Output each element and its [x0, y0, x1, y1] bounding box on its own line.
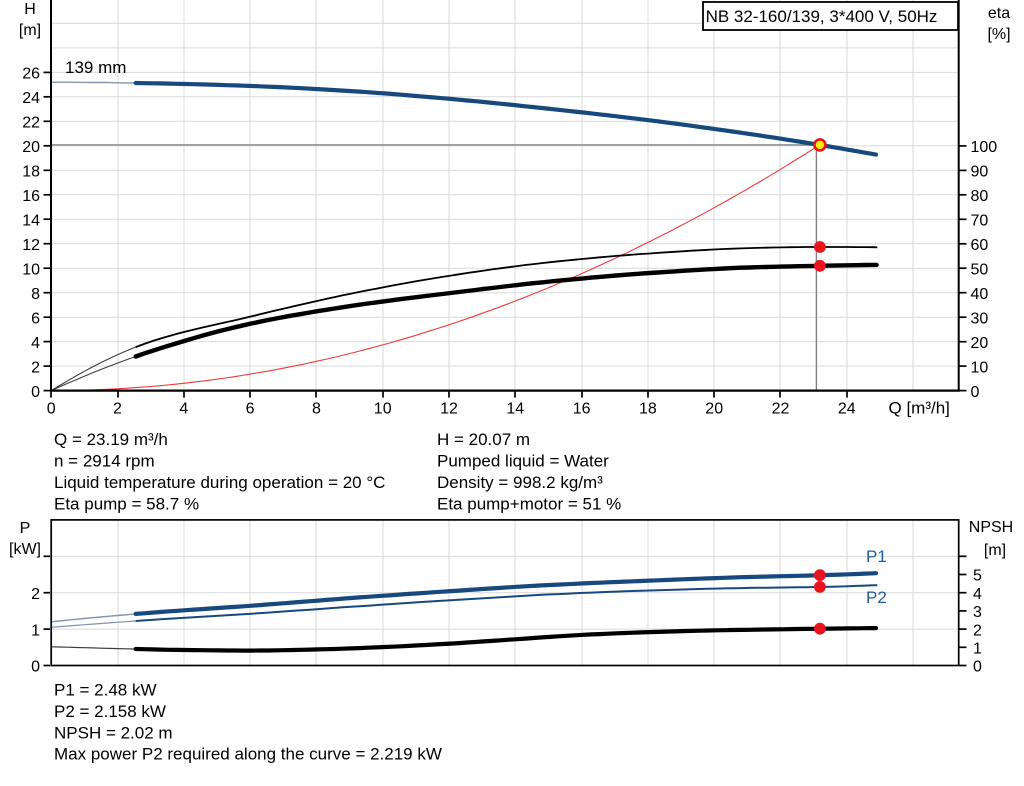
- svg-text:4: 4: [973, 586, 982, 603]
- svg-text:40: 40: [971, 286, 989, 303]
- svg-text:139 mm: 139 mm: [65, 58, 126, 77]
- svg-text:0: 0: [31, 384, 40, 401]
- svg-text:0: 0: [47, 401, 56, 418]
- svg-text:50: 50: [971, 261, 989, 278]
- svg-text:10: 10: [22, 261, 40, 278]
- svg-text:NB 32-160/139, 3*400 V, 50Hz: NB 32-160/139, 3*400 V, 50Hz: [706, 7, 938, 26]
- svg-text:Density = 998.2 kg/m³: Density = 998.2 kg/m³: [437, 473, 603, 492]
- svg-text:12: 12: [22, 237, 40, 254]
- svg-text:20: 20: [22, 139, 40, 156]
- svg-text:P: P: [20, 520, 31, 537]
- svg-text:10: 10: [971, 359, 989, 376]
- svg-text:n = 2914 rpm: n = 2914 rpm: [54, 452, 155, 471]
- svg-text:2: 2: [973, 622, 982, 639]
- svg-text:8: 8: [312, 401, 321, 418]
- svg-text:100: 100: [971, 139, 998, 156]
- svg-text:Eta pump+motor = 51 %: Eta pump+motor = 51 %: [437, 495, 621, 514]
- svg-text:H = 20.07 m: H = 20.07 m: [437, 430, 530, 449]
- svg-text:P1: P1: [866, 547, 887, 566]
- svg-text:1: 1: [973, 641, 982, 658]
- svg-text:6: 6: [31, 310, 40, 327]
- svg-text:[%]: [%]: [987, 26, 1010, 43]
- svg-text:18: 18: [22, 164, 40, 181]
- svg-text:5: 5: [973, 568, 982, 585]
- svg-text:16: 16: [573, 401, 591, 418]
- svg-text:60: 60: [971, 237, 989, 254]
- svg-text:2: 2: [31, 586, 40, 603]
- svg-text:6: 6: [246, 401, 255, 418]
- svg-text:0: 0: [971, 384, 980, 401]
- svg-text:80: 80: [971, 188, 989, 205]
- svg-text:24: 24: [838, 401, 856, 418]
- svg-text:[m]: [m]: [984, 542, 1006, 559]
- svg-text:2: 2: [31, 359, 40, 376]
- svg-text:Q [m³/h]: Q [m³/h]: [889, 399, 950, 418]
- svg-text:26: 26: [22, 66, 40, 83]
- svg-text:12: 12: [440, 401, 458, 418]
- svg-text:10: 10: [374, 401, 392, 418]
- svg-text:70: 70: [971, 213, 989, 230]
- svg-text:Eta pump = 58.7 %: Eta pump = 58.7 %: [54, 495, 199, 514]
- svg-text:Liquid temperature during oper: Liquid temperature during operation = 20…: [54, 473, 385, 492]
- svg-text:Q = 23.19 m³/h: Q = 23.19 m³/h: [54, 430, 168, 449]
- svg-text:20: 20: [705, 401, 723, 418]
- svg-text:14: 14: [506, 401, 524, 418]
- svg-text:P2: P2: [866, 588, 887, 607]
- svg-text:4: 4: [179, 401, 188, 418]
- svg-text:0: 0: [973, 659, 982, 676]
- svg-text:Pumped liquid = Water: Pumped liquid = Water: [437, 452, 609, 471]
- svg-text:90: 90: [971, 164, 989, 181]
- svg-text:[kW]: [kW]: [9, 541, 41, 558]
- svg-text:1: 1: [31, 622, 40, 639]
- svg-text:Max power P2 required along th: Max power P2 required along the curve = …: [54, 745, 442, 764]
- svg-text:NPSH = 2.02 m: NPSH = 2.02 m: [54, 723, 173, 742]
- svg-text:30: 30: [971, 310, 989, 327]
- svg-text:16: 16: [22, 188, 40, 205]
- svg-text:NPSH: NPSH: [969, 519, 1013, 536]
- svg-text:24: 24: [22, 90, 40, 107]
- svg-text:8: 8: [31, 286, 40, 303]
- svg-text:14: 14: [22, 212, 40, 229]
- svg-text:2: 2: [113, 401, 122, 418]
- svg-text:eta: eta: [988, 5, 1010, 22]
- svg-text:P2 = 2.158 kW: P2 = 2.158 kW: [54, 702, 166, 721]
- svg-text:H: H: [24, 1, 36, 18]
- svg-text:[m]: [m]: [19, 22, 41, 39]
- svg-text:22: 22: [22, 115, 40, 132]
- svg-text:18: 18: [639, 401, 657, 418]
- svg-text:0: 0: [31, 659, 40, 676]
- svg-text:4: 4: [31, 335, 40, 352]
- svg-text:3: 3: [973, 604, 982, 621]
- svg-text:20: 20: [971, 335, 989, 352]
- svg-text:P1 = 2.48 kW: P1 = 2.48 kW: [54, 681, 157, 700]
- svg-text:22: 22: [772, 401, 790, 418]
